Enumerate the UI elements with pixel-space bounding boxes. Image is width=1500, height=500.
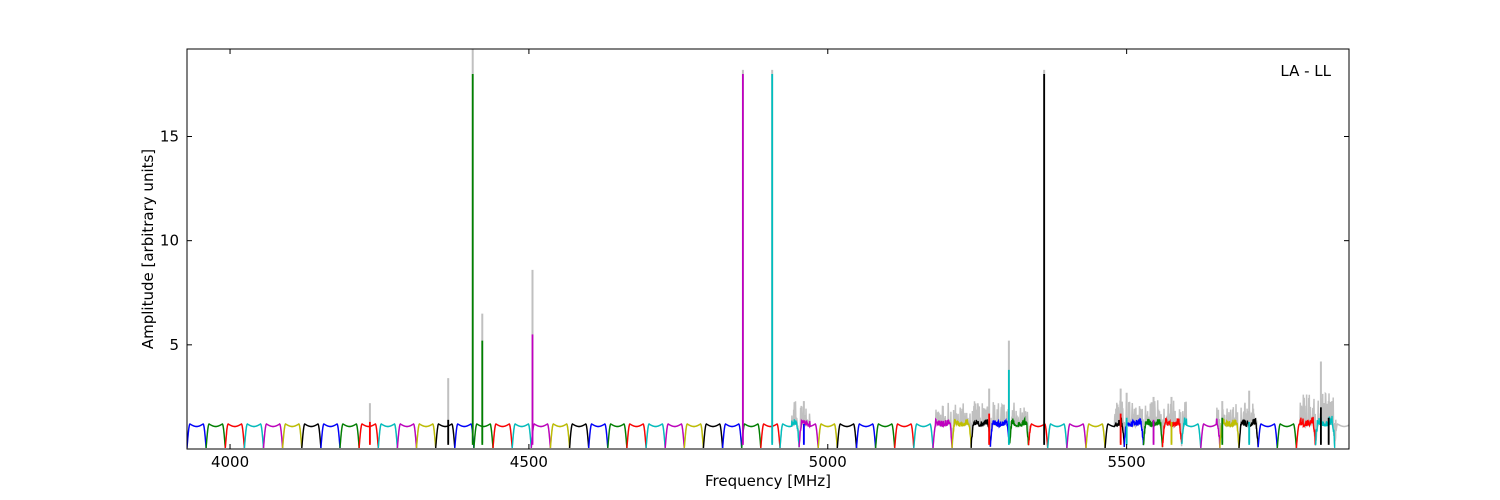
band-line-7 [320,423,341,449]
band-line-26 [683,423,705,449]
legend-annotation: LA - LL [1280,62,1331,80]
band-line-14 [454,423,475,449]
y-tick-label-1: 10 [160,232,179,250]
band-line-8 [339,423,360,449]
band-line-29 [741,423,762,449]
band-line-0 [187,423,207,449]
band-line-18 [530,423,552,449]
band-line-57 [1276,423,1298,449]
band-line-45 [1047,423,1068,449]
raw-spectrum-layer [187,49,1349,449]
band-line-34 [836,423,858,449]
band-line-16 [492,423,513,449]
band-line-43 [1009,416,1030,446]
x-tick-label-1: 4500 [510,453,548,471]
band-line-2 [224,423,246,449]
y-axis-label: Amplitude [arbitrary units] [139,149,157,349]
band-line-59 [1314,415,1336,448]
band-line-47 [1085,423,1106,449]
band-line-52 [1180,417,1202,449]
band-line-3 [243,423,265,449]
y-tick-label-2: 15 [160,128,179,146]
band-line-28 [721,423,743,449]
band-line-22 [607,423,628,449]
band-line-56 [1257,423,1278,449]
band-line-9 [358,423,379,449]
band-line-4 [262,423,284,449]
band-line-38 [913,423,934,449]
band-line-21 [588,423,609,449]
band-line-32 [798,418,819,449]
y-axis: 5 10 15 [160,128,1349,354]
band-line-10 [377,423,399,449]
band-line-25 [664,423,685,449]
x-tick-label-0: 4000 [211,453,249,471]
band-line-40 [951,418,972,449]
band-line-15 [473,423,494,449]
x-axis: 4000 4500 5000 5500 [211,49,1146,471]
flagged-spectrum-layer [187,74,1336,449]
plot-area-frame [186,48,1350,450]
band-line-39 [932,417,953,449]
band-line-17 [511,423,532,449]
band-line-36 [874,423,896,449]
band-line-5 [281,423,303,449]
band-line-1 [205,423,226,449]
band-line-53 [1200,418,1221,449]
band-line-19 [549,423,571,449]
band-line-35 [855,423,877,449]
y-tick-label-0: 5 [169,336,179,354]
x-tick-label-2: 5000 [809,453,847,471]
band-line-37 [894,423,915,449]
band-line-58 [1295,416,1317,449]
band-line-24 [645,423,666,449]
band-line-20 [568,423,590,449]
band-line-46 [1066,423,1087,449]
band-line-41 [970,419,992,448]
x-axis-label: Frequency [MHz] [705,472,831,490]
band-line-31 [779,419,800,449]
band-line-11 [396,423,418,449]
band-line-6 [301,423,322,449]
band-line-27 [702,423,724,449]
band-line-12 [415,423,437,449]
band-line-42 [989,417,1011,447]
raw-spectrum-line [187,391,1349,449]
band-line-33 [817,423,838,449]
band-line-13 [435,423,456,449]
band-line-23 [626,423,647,449]
band-line-30 [760,423,781,449]
x-tick-label-3: 5500 [1108,453,1146,471]
